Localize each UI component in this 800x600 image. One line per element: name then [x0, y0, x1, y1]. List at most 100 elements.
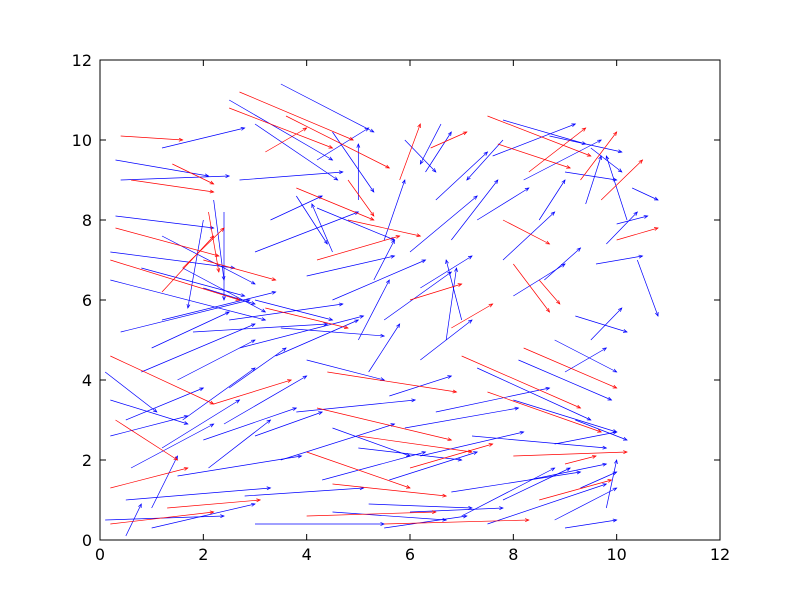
quiver-arrow-head: [287, 379, 293, 383]
quiver-arrow-head: [473, 451, 479, 455]
quiver-arrow: [600, 159, 643, 201]
quiver-arrow: [590, 147, 623, 173]
quiver-arrow-head: [174, 455, 178, 461]
quiver-arrow: [208, 211, 220, 273]
quiver-arrow: [203, 407, 297, 441]
quiver-arrow: [141, 323, 256, 373]
quiver-arrow: [538, 279, 561, 305]
quiver-arrow: [606, 211, 638, 245]
quiver-arrow-head: [318, 411, 324, 415]
quiver-arrow-head: [390, 254, 396, 259]
quiver-arrow-head: [613, 131, 618, 136]
quiver-arrow-head: [199, 387, 205, 392]
quiver-arrow: [389, 375, 452, 397]
quiver-arrow: [523, 139, 602, 181]
quiver-arrow-head: [488, 443, 494, 447]
quiver-arrow-head: [183, 467, 189, 471]
quiver-arrow-head: [602, 483, 608, 487]
quiver-arrow-head: [328, 317, 334, 321]
quiver-arrow: [445, 267, 457, 341]
quiver-arrow-head: [235, 399, 241, 404]
quiver-arrow-head: [653, 196, 659, 201]
y-tick-label: 2: [82, 451, 92, 470]
quiver-arrow-head: [447, 131, 452, 137]
quiver-arrow-head: [222, 296, 226, 301]
quiver-arrow-head: [328, 144, 334, 149]
quiver-arrow-head: [152, 408, 158, 413]
quiver-arrow-head: [240, 127, 246, 131]
quiver-arrow: [404, 139, 437, 173]
quiver-arrow-head: [545, 308, 551, 313]
quiver-arrow-head: [297, 454, 303, 459]
quiver-arrow: [461, 467, 555, 517]
quiver-arrow: [167, 499, 261, 509]
quiver-arrow: [544, 247, 581, 281]
quiver-arrow-head: [380, 333, 386, 338]
quiver-arrow-head: [411, 398, 417, 403]
quiver-arrow: [539, 479, 612, 501]
quiver-arrow-head: [576, 470, 582, 475]
quiver-arrow: [120, 299, 250, 333]
quiver-arrow-head: [250, 339, 256, 344]
quiver-arrow-head: [519, 430, 525, 435]
quiver-arrow: [632, 187, 659, 201]
quiver-arrow: [383, 179, 406, 241]
quiver-arrow-head: [311, 203, 315, 209]
quiver-arrow: [120, 135, 183, 141]
quiver-arrow-head: [586, 416, 592, 421]
quiver-arrow: [161, 235, 256, 285]
quiver-arrow-head: [612, 430, 618, 435]
quiver-arrow: [130, 179, 214, 193]
quiver-arrow-head: [514, 406, 520, 411]
quiver-arrow-head: [638, 254, 644, 259]
quiver-arrow: [229, 107, 333, 149]
quiver-arrow: [130, 423, 214, 469]
quiver-arrow: [358, 435, 473, 453]
quiver-arrow-head: [612, 518, 618, 523]
y-axis: 0 2 4 6 8 10 12: [72, 51, 720, 550]
quiver-arrow-head: [421, 451, 427, 455]
quiver-arrow: [280, 83, 374, 133]
quiver-arrow-head: [653, 227, 659, 231]
quiver-arrow: [575, 419, 628, 441]
quiver-arrow: [513, 399, 617, 433]
quiver-arrow: [296, 187, 374, 221]
quiver-arrow: [564, 455, 597, 465]
quiver-arrow: [239, 315, 364, 349]
quiver-arrow: [513, 263, 550, 313]
quiver-arrow: [223, 375, 307, 425]
quiver-arrow-head: [186, 304, 191, 309]
quiver-arrow: [161, 235, 214, 293]
x-tick-label: 0: [95, 545, 105, 564]
quiver-arrow: [513, 451, 628, 457]
quiver-arrow: [104, 371, 158, 413]
quiver-arrow-head: [431, 510, 437, 514]
quiver-arrow: [280, 423, 395, 461]
quiver-arrow-head: [250, 323, 256, 328]
quiver-arrow: [115, 215, 214, 229]
x-tick-label: 2: [198, 545, 208, 564]
quiver-arrow: [487, 115, 591, 157]
quiver-arrow: [229, 303, 343, 321]
quiver-arrow: [492, 123, 576, 157]
quiver-arrow-head: [209, 510, 215, 515]
quiver-arrow-head: [494, 179, 499, 184]
quiver-arrow: [435, 151, 488, 201]
quiver-arrow: [358, 279, 390, 341]
quiver-arrow-head: [173, 456, 179, 461]
quiver-arrow: [451, 471, 581, 493]
quiver-arrow: [420, 431, 524, 457]
quiver-arrow-head: [457, 283, 463, 287]
quiver-arrow: [383, 271, 452, 321]
quiver-arrow: [580, 471, 617, 489]
quiver-arrow-head: [338, 302, 344, 307]
quiver-arrow-head: [396, 323, 401, 329]
quiver-arrow-head: [466, 176, 471, 181]
quiver-arrow-head: [292, 407, 298, 411]
quiver-arrow: [322, 451, 426, 481]
quiver-arrow: [487, 483, 607, 525]
quiver-arrow-head: [602, 347, 608, 352]
quiver-arrow: [528, 463, 607, 481]
quiver-arrow-head: [302, 127, 308, 132]
quiver-arrow-head: [462, 131, 468, 136]
